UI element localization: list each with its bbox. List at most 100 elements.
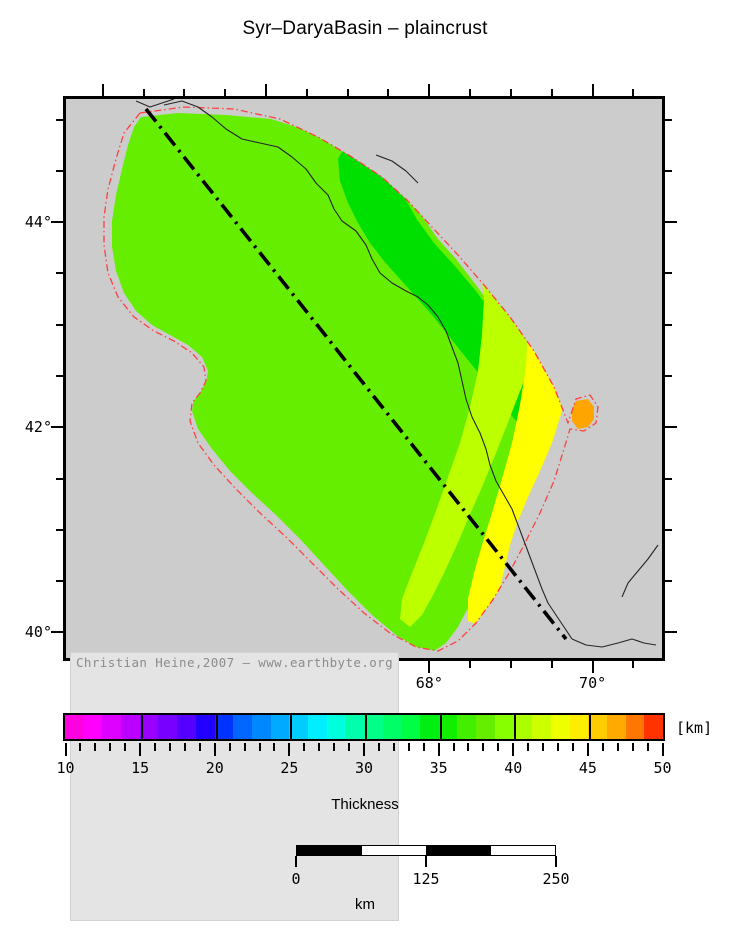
colorbar-tick-minor xyxy=(631,743,634,751)
colorbar-tick-major xyxy=(139,743,142,756)
colorbar-tick-minor xyxy=(154,743,157,751)
y-tick-minor xyxy=(56,477,63,480)
colorbar-tick-minor xyxy=(497,743,500,751)
colorbar-tick-label: 50 xyxy=(653,759,672,777)
colorbar-tick-label: 30 xyxy=(354,759,374,777)
colorbar-swatch xyxy=(251,715,271,739)
colorbar-swatch xyxy=(420,715,439,739)
scalebar-tick xyxy=(425,856,427,867)
y-axis-label: 40° xyxy=(24,623,52,642)
y-tick-minor-right xyxy=(665,272,672,275)
y-tick-major-right xyxy=(665,426,677,429)
colorbar-swatch xyxy=(233,715,252,739)
colorbar-swatch xyxy=(532,715,551,739)
colorbar-tick-major xyxy=(213,743,216,756)
x-axis-label: 70° xyxy=(579,674,607,692)
colorbar-tick-major xyxy=(288,743,291,756)
colorbar-tick-minor xyxy=(616,743,619,751)
y-tick-minor-right xyxy=(665,323,672,326)
colorbar-tick-minor xyxy=(258,743,261,751)
colorbar-tick-minor xyxy=(527,743,530,751)
x-tick-major-top xyxy=(591,84,594,96)
x-tick-minor-top xyxy=(469,89,472,96)
x-tick-minor xyxy=(469,661,472,668)
colorbar-swatch xyxy=(625,715,645,739)
colorbar-wrapper[interactable] xyxy=(63,713,665,743)
colorbar-band-separator xyxy=(141,715,144,739)
y-tick-major xyxy=(51,221,63,224)
scalebar-caption: km xyxy=(355,896,375,913)
scalebar xyxy=(296,845,556,856)
y-tick-minor xyxy=(56,118,63,121)
page-title: Syr–DaryaBasin – plaincrust xyxy=(242,18,488,39)
colorbar-tick-major xyxy=(64,743,67,756)
y-tick-minor xyxy=(56,580,63,583)
y-tick-minor-right xyxy=(665,374,672,377)
colorbar-tick-minor xyxy=(557,743,560,751)
x-tick-minor-top xyxy=(387,89,390,96)
x-tick-major xyxy=(428,661,431,673)
colorbar-swatch xyxy=(214,715,234,739)
colorbar-tick-label: 35 xyxy=(429,759,448,777)
colorbar-swatch xyxy=(401,715,421,739)
y-tick-major-right xyxy=(665,631,677,634)
y-tick-minor-right xyxy=(665,580,672,583)
x-tick-minor-top xyxy=(224,89,227,96)
colorbar-caption: Thickness xyxy=(331,796,399,813)
y-tick-minor-right xyxy=(665,477,672,480)
cross-section-line xyxy=(144,107,568,641)
scalebar-segment xyxy=(426,846,491,855)
colorbar-tick-minor xyxy=(377,743,380,751)
colorbar-tick-major xyxy=(661,743,664,756)
colorbar-tick-minor xyxy=(124,743,127,751)
colorbar-tick-major xyxy=(363,743,365,756)
colorbar-swatch xyxy=(476,715,495,739)
y-tick-minor xyxy=(56,169,63,172)
colorbar-tick-minor xyxy=(198,743,201,751)
colorbar-tick-minor xyxy=(168,743,171,751)
colorbar-tick-major xyxy=(512,743,515,756)
colorbar-swatch xyxy=(195,715,215,739)
scalebar-segment xyxy=(490,846,555,855)
basin-clip-mask xyxy=(66,99,662,658)
band-44km xyxy=(572,399,594,429)
scalebar-tick-label: 125 xyxy=(412,870,440,888)
colorbar-tick-minor xyxy=(482,743,485,751)
x-tick-minor-top xyxy=(346,89,349,96)
y-tick-minor-right xyxy=(665,118,672,121)
colorbar-swatch xyxy=(550,715,570,739)
colorbar-swatch xyxy=(158,715,178,739)
map-plot-frame[interactable] xyxy=(63,96,665,661)
x-tick-minor xyxy=(509,661,512,668)
colorbar-tick-minor xyxy=(333,743,336,751)
colorbar-swatch xyxy=(289,715,308,739)
x-axis-label: 68° xyxy=(415,674,443,692)
colorbar-tick-minor xyxy=(452,743,455,751)
colorbar-swatch xyxy=(83,715,103,739)
colorbar-band-separator xyxy=(215,715,218,739)
colorbar-swatch xyxy=(139,715,159,739)
y-tick-major xyxy=(51,631,63,634)
colorbar-band-separator xyxy=(365,715,367,739)
map-canvas[interactable] xyxy=(66,99,662,658)
colorbar-swatch xyxy=(65,715,84,739)
colorbar-tick-minor xyxy=(94,743,97,751)
colorbar-swatch xyxy=(177,715,196,739)
colorbar-tick-minor xyxy=(243,743,246,751)
scalebar-tick-label: 250 xyxy=(542,870,570,888)
x-tick-minor xyxy=(632,661,635,668)
scalebar-segment xyxy=(361,846,426,855)
colorbar-unit-label: [km] xyxy=(676,719,713,737)
colorbar[interactable] xyxy=(63,713,665,741)
colorbar-swatch xyxy=(438,715,458,739)
colorbar-tick-minor xyxy=(601,743,604,751)
basin-outline xyxy=(103,106,599,652)
colorbar-band-separator xyxy=(439,715,442,739)
x-tick-major-top xyxy=(265,84,268,96)
colorbar-tick-minor xyxy=(542,743,545,751)
colorbar-tick-major xyxy=(586,743,589,756)
x-tick-major-top xyxy=(428,84,431,96)
colorbar-swatch xyxy=(364,715,383,739)
colorbar-swatch xyxy=(102,715,122,739)
colorbar-band-separator xyxy=(514,715,517,739)
